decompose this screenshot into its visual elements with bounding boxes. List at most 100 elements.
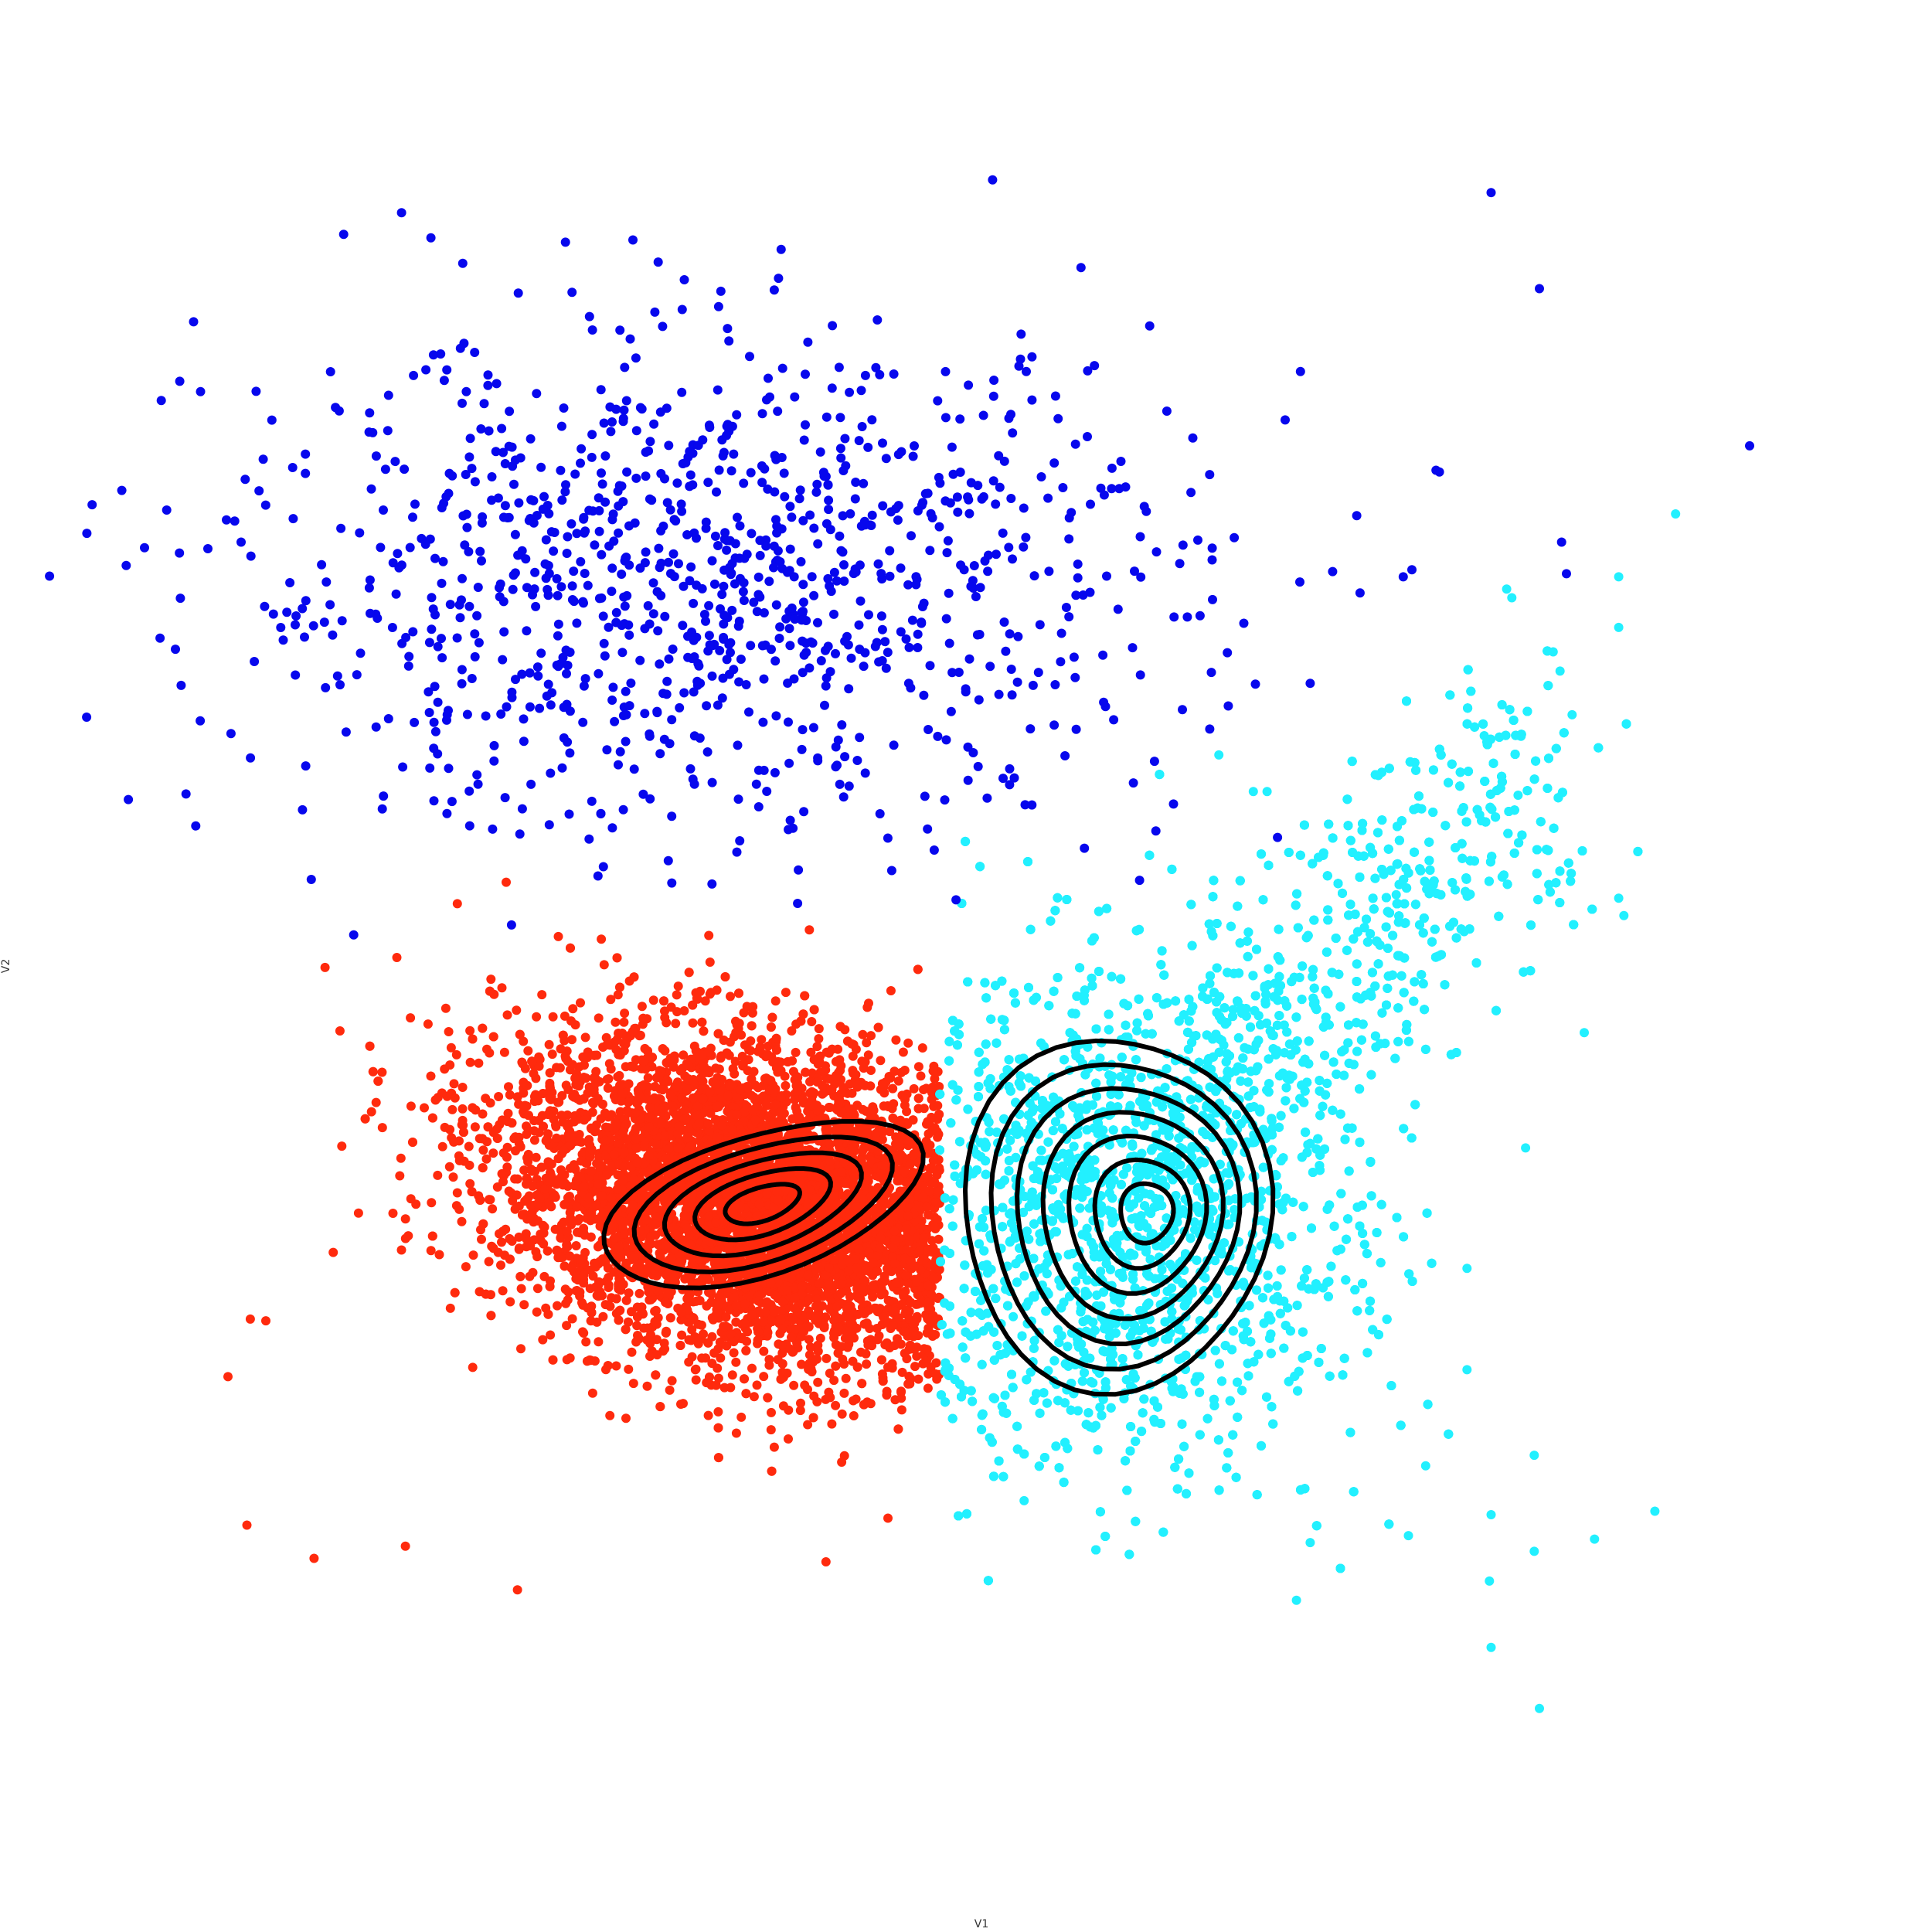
data-point: [812, 1042, 822, 1052]
data-point: [767, 1317, 777, 1327]
data-point: [495, 1229, 504, 1239]
data-point: [691, 1364, 701, 1374]
data-point: [835, 1055, 845, 1065]
data-point: [731, 1357, 741, 1367]
data-point: [377, 1123, 387, 1133]
data-point: [552, 1133, 562, 1143]
data-point: [794, 1112, 804, 1122]
data-point: [665, 1385, 675, 1395]
data-point: [679, 1006, 689, 1015]
data-point: [930, 1074, 940, 1083]
data-point: [736, 1412, 747, 1422]
data-point: [627, 1347, 637, 1357]
series-0: [223, 877, 944, 1595]
data-point: [465, 1026, 475, 1036]
data-point: [447, 1104, 457, 1114]
data-point: [902, 1107, 912, 1117]
data-point: [320, 962, 330, 972]
data-point: [781, 988, 791, 998]
data-point: [449, 1079, 459, 1089]
data-point: [837, 1409, 847, 1419]
data-point: [485, 1098, 495, 1108]
data-point: [437, 1088, 447, 1098]
data-point: [593, 1242, 603, 1252]
data-point: [474, 1058, 484, 1068]
data-point: [553, 931, 563, 941]
data-point: [514, 1232, 524, 1242]
data-point: [893, 1076, 903, 1086]
data-point: [587, 1388, 597, 1398]
data-point: [876, 1056, 886, 1066]
data-point: [770, 996, 781, 1006]
data-point: [532, 1012, 542, 1022]
data-point: [891, 1035, 901, 1045]
data-point: [637, 1002, 647, 1012]
data-point: [457, 1104, 468, 1114]
data-point: [853, 1309, 863, 1319]
data-point: [437, 1141, 447, 1151]
data-point: [502, 877, 511, 887]
data-point: [468, 1362, 478, 1372]
data-point: [759, 1346, 769, 1356]
data-point: [454, 1204, 464, 1214]
data-point: [713, 1363, 723, 1373]
data-point: [539, 1271, 549, 1281]
data-point: [433, 1170, 443, 1180]
data-point: [837, 1458, 847, 1467]
data-point: [604, 1280, 614, 1290]
data-point: [395, 1171, 405, 1181]
data-point: [426, 1071, 436, 1081]
data-point: [737, 1051, 747, 1061]
data-point: [667, 1376, 677, 1386]
data-point: [877, 1079, 887, 1089]
data-point: [807, 1017, 817, 1026]
data-point: [444, 1162, 454, 1172]
data-point: [714, 1064, 724, 1074]
data-point: [789, 1380, 799, 1390]
data-point: [605, 1410, 615, 1420]
data-point: [704, 930, 714, 940]
data-point: [406, 1101, 416, 1111]
data-point: [537, 990, 547, 1000]
data-point: [740, 1318, 750, 1328]
data-point: [337, 1141, 347, 1151]
data-point: [813, 1377, 823, 1387]
data-point: [611, 1361, 621, 1371]
data-point: [527, 1166, 537, 1176]
data-point: [565, 1163, 575, 1173]
data-point: [525, 1271, 535, 1281]
data-point: [730, 1056, 740, 1066]
data-point: [396, 1153, 406, 1163]
points-layer: [45, 175, 1754, 1713]
data-point: [464, 1141, 474, 1151]
data-point: [446, 1043, 456, 1053]
data-point: [634, 1288, 645, 1298]
data-point: [519, 1300, 529, 1310]
data-point: [568, 1004, 578, 1014]
data-point: [606, 995, 616, 1005]
data-point: [866, 1031, 876, 1041]
data-point: [840, 1025, 850, 1035]
data-point: [569, 1092, 579, 1102]
data-point: [559, 1145, 569, 1155]
data-point: [566, 1213, 576, 1223]
data-point: [619, 1017, 629, 1027]
data-point: [553, 1301, 562, 1311]
data-point: [485, 1195, 495, 1205]
data-point: [916, 1071, 926, 1081]
data-point: [464, 1160, 474, 1170]
data-point: [445, 1060, 455, 1070]
data-point: [689, 1041, 699, 1051]
data-point: [448, 1172, 458, 1182]
data-point: [796, 1398, 805, 1408]
data-point: [731, 1428, 741, 1438]
data-point: [731, 1317, 741, 1327]
data-point: [766, 1425, 776, 1435]
data-point: [705, 957, 715, 967]
data-point: [396, 1245, 406, 1255]
data-point: [706, 988, 716, 998]
data-point: [903, 1379, 913, 1389]
data-point: [818, 1089, 828, 1099]
data-point: [499, 1047, 509, 1057]
data-point: [777, 1325, 787, 1335]
